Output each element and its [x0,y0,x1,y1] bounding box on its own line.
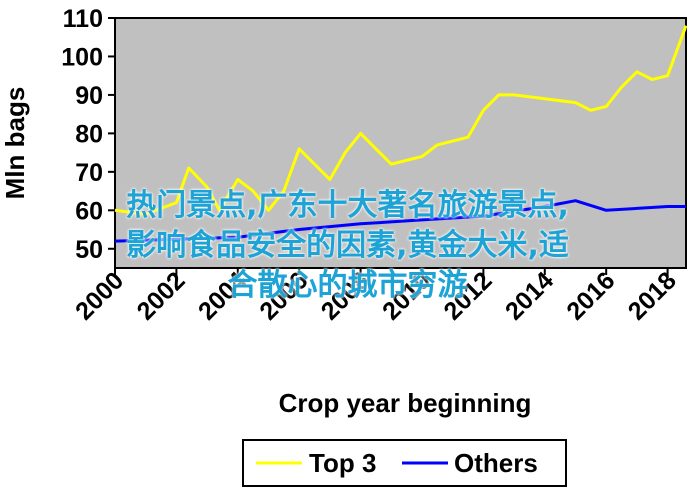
x-tick-label: 2008 [316,266,375,325]
legend: Top 3 Others [242,439,567,487]
x-tick-label: 2004 [193,266,252,325]
y-tick-label: 100 [61,43,103,71]
legend-label-top3: Top 3 [309,448,376,478]
y-tick-label: 90 [75,82,103,110]
x-tick-label: 2012 [438,266,497,325]
x-axis: 2000 2002 2004 2006 2008 2010 2012 2014 2016 2018 [70,266,682,325]
x-axis-title: Crop year beginning [279,388,532,418]
y-axis-title: Mln bags [0,87,30,200]
x-tick-label: 2000 [70,266,129,325]
y-tick-label: 70 [75,159,103,187]
plot-area [114,17,687,269]
x-tick-label: 2006 [254,266,313,325]
series-lines [114,25,688,243]
series-line-others [114,199,686,243]
y-tick-label: 60 [75,197,103,225]
x-tick-label: 2018 [623,266,682,325]
y-tick-label: 110 [63,5,103,33]
y-tick-label: 50 [75,236,103,264]
x-tick-label: 2010 [377,266,436,325]
y-tick-label: 80 [75,120,103,148]
legend-label-others: Others [454,448,538,478]
series-line-top3 [114,25,688,216]
x-tick-label: 2002 [132,266,191,325]
x-tick-label: 2014 [500,266,559,325]
x-tick-label: 2016 [561,266,620,325]
y-axis: 50 60 70 80 90 100 110 [61,5,115,264]
